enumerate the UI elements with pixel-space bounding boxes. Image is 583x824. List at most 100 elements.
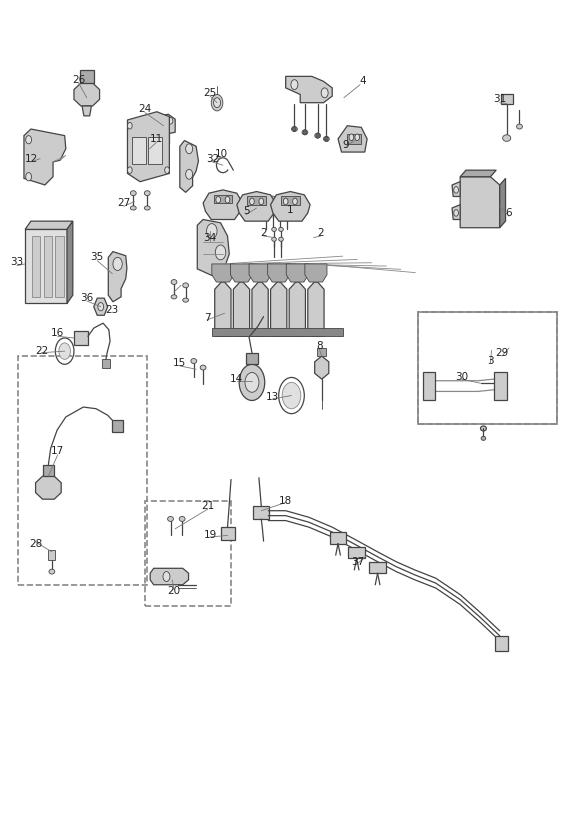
Text: 1: 1: [287, 205, 294, 215]
Text: 3: 3: [487, 356, 494, 366]
Text: 25: 25: [203, 88, 217, 98]
Text: 2: 2: [260, 227, 267, 237]
Circle shape: [303, 130, 307, 135]
Circle shape: [250, 198, 254, 204]
Bar: [330, 532, 346, 544]
Polygon shape: [108, 251, 127, 302]
Text: 21: 21: [201, 501, 215, 511]
Text: 11: 11: [150, 133, 163, 144]
Polygon shape: [286, 77, 332, 103]
Circle shape: [168, 118, 173, 124]
Circle shape: [216, 196, 220, 203]
Text: 12: 12: [24, 153, 37, 164]
Ellipse shape: [182, 283, 188, 288]
Text: 31: 31: [493, 95, 507, 105]
Text: 6: 6: [505, 208, 512, 218]
Text: 22: 22: [35, 346, 48, 356]
Bar: [246, 353, 258, 364]
Ellipse shape: [324, 137, 329, 142]
Bar: [148, 138, 162, 164]
Bar: [501, 94, 512, 104]
Bar: [347, 134, 361, 144]
Circle shape: [291, 80, 298, 90]
Ellipse shape: [272, 227, 276, 232]
Polygon shape: [289, 282, 305, 336]
Circle shape: [349, 134, 354, 141]
Polygon shape: [308, 282, 324, 336]
Bar: [213, 194, 232, 203]
Polygon shape: [268, 264, 290, 282]
Text: 36: 36: [80, 293, 93, 303]
Circle shape: [185, 144, 192, 154]
Ellipse shape: [302, 130, 308, 135]
Ellipse shape: [481, 436, 486, 440]
Bar: [80, 70, 94, 83]
Polygon shape: [315, 356, 329, 379]
Polygon shape: [452, 181, 460, 196]
Circle shape: [211, 95, 223, 111]
Ellipse shape: [171, 279, 177, 284]
Circle shape: [215, 245, 226, 260]
Circle shape: [213, 98, 220, 108]
Polygon shape: [286, 264, 308, 282]
Polygon shape: [36, 476, 61, 499]
Ellipse shape: [272, 237, 276, 241]
Text: 4: 4: [359, 77, 366, 87]
Polygon shape: [271, 282, 287, 336]
Polygon shape: [252, 282, 268, 336]
Bar: [317, 348, 326, 356]
Ellipse shape: [271, 196, 275, 200]
Circle shape: [293, 127, 296, 132]
Bar: [102, 359, 110, 368]
Bar: [494, 372, 507, 400]
Circle shape: [259, 198, 264, 204]
Polygon shape: [128, 112, 170, 181]
Circle shape: [59, 343, 71, 359]
Bar: [32, 236, 40, 297]
Text: 33: 33: [10, 257, 23, 267]
Ellipse shape: [145, 206, 150, 210]
Bar: [55, 236, 64, 297]
Bar: [48, 550, 55, 560]
Text: 16: 16: [51, 328, 64, 338]
Ellipse shape: [285, 208, 289, 212]
Ellipse shape: [131, 206, 136, 210]
Ellipse shape: [264, 208, 268, 212]
Ellipse shape: [285, 196, 289, 200]
Text: 32: 32: [206, 153, 219, 164]
Bar: [247, 196, 266, 204]
Circle shape: [128, 123, 132, 129]
Circle shape: [321, 88, 328, 98]
Bar: [18, 356, 147, 585]
Polygon shape: [67, 221, 73, 303]
Polygon shape: [24, 129, 66, 185]
Circle shape: [185, 169, 192, 179]
Circle shape: [206, 223, 217, 238]
Polygon shape: [249, 264, 271, 282]
Circle shape: [454, 186, 458, 193]
Text: 15: 15: [173, 358, 187, 368]
Polygon shape: [230, 264, 252, 282]
Text: 26: 26: [72, 75, 85, 85]
Text: 10: 10: [215, 148, 229, 159]
Bar: [212, 328, 343, 336]
Bar: [220, 527, 234, 541]
Ellipse shape: [279, 237, 283, 241]
Bar: [495, 636, 508, 651]
Circle shape: [163, 572, 170, 582]
Bar: [113, 420, 123, 432]
Polygon shape: [452, 204, 460, 219]
Polygon shape: [197, 219, 229, 275]
Text: 7: 7: [204, 313, 210, 323]
Circle shape: [283, 198, 288, 204]
Circle shape: [454, 209, 458, 216]
Text: 20: 20: [167, 587, 181, 597]
Circle shape: [225, 196, 230, 203]
Circle shape: [316, 133, 319, 138]
Text: 24: 24: [138, 105, 152, 115]
Bar: [132, 138, 146, 164]
Ellipse shape: [517, 124, 522, 129]
Polygon shape: [82, 106, 92, 116]
Polygon shape: [237, 191, 276, 221]
Bar: [418, 311, 557, 424]
